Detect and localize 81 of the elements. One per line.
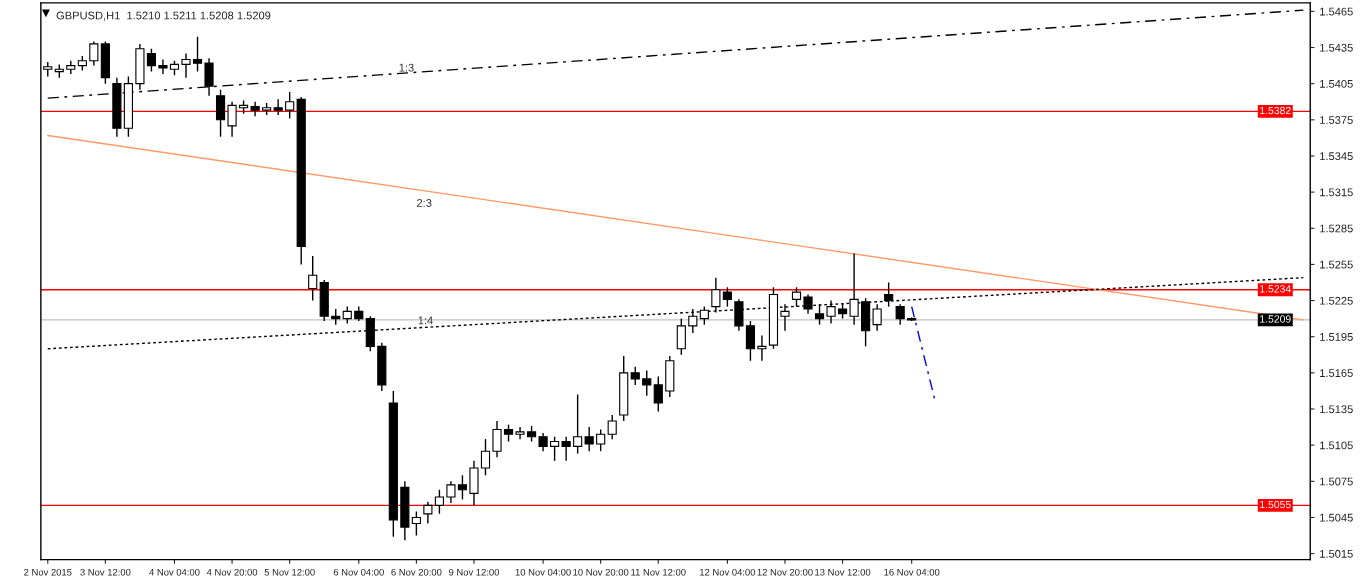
candlestick: [607, 414, 617, 440]
candlestick: [550, 436, 560, 462]
candlestick: [285, 91, 295, 120]
x-tick-label: 13 Nov 12:00: [815, 568, 871, 576]
y-tick-label: 1.5315: [1320, 188, 1353, 197]
candlestick: [803, 293, 813, 315]
candlestick: [423, 501, 433, 525]
candlestick: [146, 48, 157, 73]
candlestick: [158, 58, 168, 75]
x-tick-label: 6 Nov 20:00: [391, 568, 442, 576]
candlestick: [561, 436, 571, 462]
candlestick: [688, 308, 698, 334]
ref-line-label: 1.5382: [1260, 106, 1291, 115]
y-tick-label: 1.5075: [1320, 477, 1353, 486]
x-tick-label: 4 Nov 04:00: [149, 568, 200, 576]
candlestick: [515, 426, 525, 440]
candlestick: [181, 52, 191, 79]
annotation: 1:3: [399, 63, 414, 72]
text: GBPUSD,H1 1.5210 1.5211 1.5208 1.5209: [56, 11, 271, 21]
candlestick: [630, 366, 640, 386]
candlestick: [227, 101, 237, 138]
candlestick: [411, 510, 421, 537]
candlestick: [89, 40, 99, 67]
candlestick: [273, 98, 283, 116]
x-tick-label: 9 Nov 12:00: [448, 568, 500, 576]
candlestick: [895, 303, 905, 326]
x-tick-label: 3 Nov 12:00: [80, 568, 131, 576]
candlestick: [250, 101, 260, 117]
x-tick-label: 12 Nov 04:00: [700, 568, 756, 576]
candlestick: [780, 303, 790, 332]
y-tick-label: 1.5465: [1320, 7, 1353, 16]
y-tick-label: 1.5345: [1320, 152, 1353, 161]
annotation: 1:4: [418, 316, 433, 325]
candlestick: [584, 426, 594, 452]
y-tick-label: 1.5045: [1320, 513, 1353, 522]
candlestick: [722, 286, 732, 308]
y-tick-label: 1.5285: [1320, 224, 1353, 233]
y-tick-label: 1.5375: [1320, 116, 1353, 124]
candlestick: [192, 35, 203, 73]
candlestick: [308, 255, 318, 302]
candlestick: [457, 474, 468, 501]
y-tick-label: 1.5405: [1320, 79, 1353, 88]
candlestick: [676, 317, 686, 356]
y-tick-label: 1.5165: [1320, 369, 1353, 377]
candlestick: [596, 428, 606, 452]
candlestick: [653, 375, 663, 413]
candlestick: [480, 438, 491, 476]
candlestick: [642, 369, 652, 397]
candlestick: [872, 303, 882, 332]
y-tick-label: 1.5015: [1320, 549, 1353, 558]
candlestick: [791, 286, 802, 308]
y-tick-label: 1.5435: [1320, 43, 1353, 52]
x-tick-label: 4 Nov 20:00: [206, 568, 258, 576]
candlestick: [492, 420, 502, 458]
x-tick-label: 2 Nov 2015: [24, 568, 72, 576]
x-tick-label: 11 Nov 12:00: [631, 568, 686, 576]
x-tick-label: 10 Nov 04:00: [515, 568, 571, 576]
y-tick-label: 1.5225: [1320, 296, 1353, 305]
candlestick: [757, 334, 767, 362]
candlestick: [538, 432, 548, 452]
candlestick: [814, 303, 825, 326]
candlestick: [884, 281, 894, 308]
x-tick-label: 10 Nov 20:00: [573, 568, 629, 576]
y-tick-label: 1.5255: [1320, 260, 1353, 269]
candlestick: [573, 393, 583, 455]
y-tick-label: 1.5105: [1320, 441, 1353, 450]
x-tick-label: 16 Nov 04:00: [884, 568, 940, 576]
candlestick: [446, 480, 456, 504]
x-tick-label: 5 Nov 12:00: [264, 568, 315, 576]
candlestick: [745, 320, 756, 362]
annotation: 2:3: [417, 199, 432, 207]
ref-line-label: 1.5234: [1260, 285, 1291, 293]
y-tick-label: 1.5135: [1320, 405, 1353, 414]
y-tick-label: 1.5195: [1320, 332, 1353, 341]
ref-line-label: 1.5209: [1260, 315, 1291, 323]
x-tick-label: 6 Nov 04:00: [333, 568, 384, 576]
candlestick: [434, 489, 445, 515]
ref-line-label: 1.5055: [1260, 500, 1291, 509]
x-tick-label: 12 Nov 20:00: [757, 568, 813, 576]
candlestick: [699, 305, 709, 326]
candlestick: [826, 299, 836, 325]
